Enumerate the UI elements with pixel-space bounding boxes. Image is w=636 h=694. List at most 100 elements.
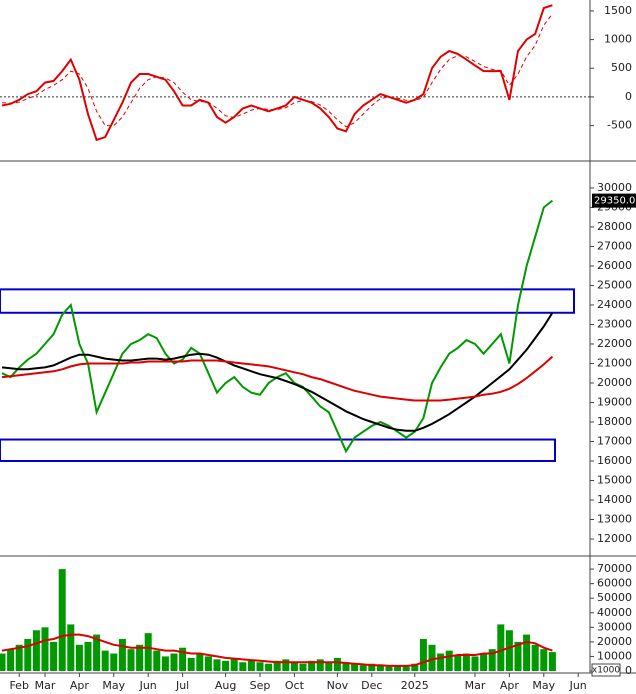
x-tick-label: Jun xyxy=(569,679,587,692)
series-line xyxy=(1,355,554,402)
volume-bar xyxy=(480,653,488,671)
volume-bar xyxy=(333,657,341,671)
y-tick-label: 10000 xyxy=(597,649,632,662)
y-tick-label: 26000 xyxy=(597,259,632,272)
volume-bar xyxy=(359,665,367,671)
y-tick-label: 18000 xyxy=(597,415,632,428)
y-tick-label: 14000 xyxy=(597,493,632,506)
support-zone xyxy=(0,288,575,314)
x-tick-label: Mar xyxy=(465,679,486,692)
volume-bar xyxy=(84,641,92,671)
volume-bar xyxy=(462,653,470,671)
y-tick-label: 30000 xyxy=(597,620,632,633)
volume-bar xyxy=(402,666,410,671)
volume-bar xyxy=(213,659,221,671)
volume-bar xyxy=(93,634,101,671)
series-line xyxy=(1,633,553,667)
volume-bar xyxy=(32,630,40,671)
volume-bar xyxy=(67,624,75,671)
x-tick-label: Apr xyxy=(500,679,520,692)
volume-bar xyxy=(488,649,496,671)
last-price-label: 29350.00 xyxy=(594,196,636,207)
volume-bar xyxy=(265,663,273,671)
y-tick-label: 40000 xyxy=(597,606,632,619)
volume-bar xyxy=(385,666,393,671)
x-tick-label: Sep xyxy=(250,679,271,692)
last-price-box xyxy=(592,193,636,208)
volume-bar xyxy=(144,633,152,671)
volume-bar xyxy=(437,653,445,671)
support-zone xyxy=(0,438,556,462)
volume-bar xyxy=(273,660,281,671)
volume-bar xyxy=(230,657,238,671)
volume-bar xyxy=(75,644,83,671)
y-tick-label: 0 xyxy=(625,664,632,677)
volume-bar xyxy=(342,662,350,671)
y-tick-label: 20000 xyxy=(597,376,632,389)
x-tick-label: May xyxy=(532,679,555,692)
y-tick-label: 19000 xyxy=(597,395,632,408)
volume-bar xyxy=(428,644,436,671)
x-tick-label: 2025 xyxy=(401,679,429,692)
volume-bar xyxy=(196,653,204,671)
y-tick-label: 23000 xyxy=(597,317,632,330)
volume-bar xyxy=(308,660,316,671)
x-tick-label: Oct xyxy=(285,679,305,692)
volume-bar xyxy=(118,638,126,671)
volume-bar xyxy=(110,653,118,671)
volume-bar xyxy=(531,644,539,671)
y-tick-label: 12000 xyxy=(597,532,632,545)
y-tick-label: 30000 xyxy=(597,181,632,194)
y-tick-label: -500 xyxy=(607,119,632,132)
y-tick-label: 60000 xyxy=(597,577,632,590)
volume-bar xyxy=(497,624,505,671)
y-tick-label: 50000 xyxy=(597,591,632,604)
volume-bar xyxy=(325,662,333,671)
y-tick-label: 500 xyxy=(611,61,632,74)
volume-bar xyxy=(222,660,230,671)
series-line xyxy=(1,199,554,454)
y-tick-label: 16000 xyxy=(597,454,632,467)
y-tick-label: 20000 xyxy=(597,635,632,648)
volume-bar xyxy=(471,656,479,671)
volume-bar xyxy=(247,660,255,671)
volume-bar xyxy=(411,663,419,671)
volume-bar xyxy=(299,663,307,671)
y-tick-label: 24000 xyxy=(597,298,632,311)
x-tick-label: Apr xyxy=(70,679,90,692)
volume-bar xyxy=(454,654,462,671)
volume-bar xyxy=(41,627,49,671)
y-tick-label: 21000 xyxy=(597,356,632,369)
volume-bar xyxy=(153,650,161,671)
y-tick-label: 15000 xyxy=(597,473,632,486)
series-line xyxy=(1,312,554,432)
y-tick-label: 27000 xyxy=(597,239,632,252)
unit-box xyxy=(591,663,621,677)
x-tick-label: May xyxy=(102,679,125,692)
volume-bar xyxy=(419,638,427,671)
volume-bar xyxy=(368,663,376,671)
volume-bar xyxy=(7,649,15,671)
volume-bar xyxy=(179,647,187,671)
volume-bar xyxy=(170,653,178,671)
volume-bar xyxy=(394,665,402,671)
volume-bar xyxy=(204,656,212,671)
volume-bar xyxy=(290,662,298,671)
x-tick-label: Nov xyxy=(327,679,349,692)
volume-bar xyxy=(523,634,531,671)
y-tick-label: 70000 xyxy=(597,562,632,575)
volume-bar xyxy=(187,657,195,671)
y-tick-label: 17000 xyxy=(597,434,632,447)
x-tick-label: Aug xyxy=(215,679,236,692)
series-line xyxy=(1,4,553,142)
y-tick-label: 13000 xyxy=(597,513,632,526)
y-tick-label: 1500 xyxy=(604,4,632,17)
volume-bar xyxy=(505,630,513,671)
volume-bar xyxy=(376,665,384,671)
volume-bar xyxy=(50,641,58,671)
volume-bar xyxy=(445,650,453,671)
volume-bar xyxy=(540,649,548,671)
volume-bar xyxy=(58,569,66,671)
y-tick-label: 28000 xyxy=(597,220,632,233)
